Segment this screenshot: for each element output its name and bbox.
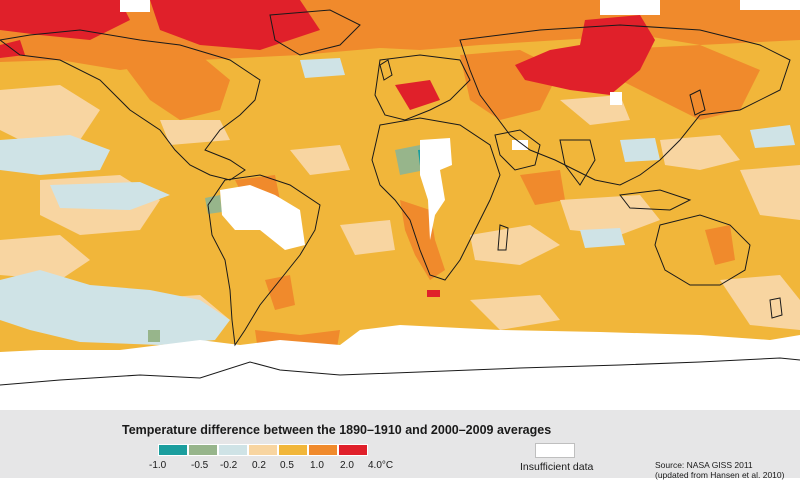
- insufficient-data-regions: [0, 0, 800, 410]
- europe-coast: [374, 54, 471, 121]
- insufficient-data-label: Insufficient data: [520, 461, 594, 473]
- band-near-zero-regions: [0, 58, 795, 345]
- legend-panel: Temperature difference between the 1890–…: [0, 410, 800, 480]
- legend-swatch: [278, 444, 308, 456]
- legend-swatch: [188, 444, 218, 456]
- africa-coast: [371, 117, 501, 281]
- japan-coast: [689, 89, 706, 116]
- world-temperature-map: [0, 0, 800, 410]
- new-zealand-coast: [769, 297, 783, 319]
- legend-tick-labels: -1.0 -0.5 -0.2 0.2 0.5 1.0 2.0 4.0°C: [142, 460, 442, 474]
- asia-coast: [459, 24, 791, 186]
- uk-coast: [379, 59, 393, 81]
- north-america-coast: [0, 29, 261, 181]
- arabia-coast: [494, 129, 541, 171]
- legend-tick-label: -0.5: [191, 460, 209, 471]
- insufficient-data-swatch: [535, 443, 575, 458]
- legend-swatch: [308, 444, 338, 456]
- antarctica-coast: [0, 357, 800, 386]
- band-negative-small-regions: [148, 145, 425, 342]
- legend-tick-label: 2.0: [340, 460, 354, 471]
- legend-tick-label: 1.0: [310, 460, 324, 471]
- legend-swatch: [248, 444, 278, 456]
- madagascar-coast: [497, 224, 509, 251]
- india-coast: [559, 139, 596, 186]
- legend-swatch: [338, 444, 368, 456]
- source-line-1: Source: NASA GISS 2011: [655, 460, 753, 470]
- greenland-coast: [269, 9, 361, 56]
- legend-tick-label: -0.2: [220, 460, 238, 471]
- legend-title: Temperature difference between the 1890–…: [122, 423, 552, 437]
- legend-swatch: [218, 444, 248, 456]
- coastlines: [0, 9, 800, 386]
- indonesia-coast: [619, 189, 692, 211]
- legend-tick-label: 4.0°C: [368, 460, 394, 471]
- legend-swatches: [158, 444, 368, 456]
- south-america-coast: [207, 174, 321, 347]
- source-note: Source: NASA GISS 2011 (updated from Han…: [655, 460, 784, 480]
- legend-swatch: [158, 444, 188, 456]
- legend-tick-label: 0.2: [252, 460, 266, 471]
- source-line-2: (updated from Hansen et al. 2010): [655, 470, 785, 480]
- legend-tick-label: -1.0: [149, 460, 167, 471]
- australia-coast: [654, 214, 751, 286]
- legend-tick-label: 0.5: [280, 460, 294, 471]
